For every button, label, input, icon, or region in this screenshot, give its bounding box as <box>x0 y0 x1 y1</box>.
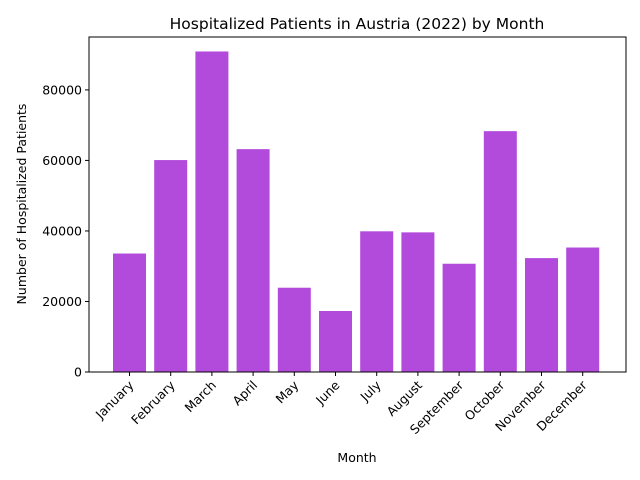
x-tick-label-april: April <box>229 378 260 409</box>
y-tick-label-40000: 40000 <box>42 223 82 238</box>
bars-group <box>113 51 600 373</box>
y-tick-label-20000: 20000 <box>42 294 82 309</box>
bar-january <box>113 253 146 372</box>
y-axis-label: Number of Hospitalized Patients <box>14 104 29 305</box>
x-tick-label-february: February <box>128 377 178 427</box>
y-axis: 0 20000 40000 60000 80000 <box>42 82 89 380</box>
bar-june <box>319 310 352 372</box>
bar-february <box>154 160 188 372</box>
x-tick-label-march: March <box>181 378 219 416</box>
bar-july <box>360 231 394 372</box>
x-tick-label-may: May <box>273 377 302 406</box>
y-tick-label-60000: 60000 <box>42 153 82 168</box>
plot-frame <box>88 36 627 373</box>
bar-august <box>401 232 435 372</box>
bar-november <box>525 258 558 372</box>
x-axis-label: Month <box>337 450 376 465</box>
y-tick-label-0: 0 <box>74 365 82 380</box>
y-tick-label-80000: 80000 <box>42 82 82 97</box>
bar-march <box>195 51 229 373</box>
bar-september <box>442 263 476 372</box>
bar-april <box>236 149 270 372</box>
bar-october <box>483 131 517 372</box>
x-tick-label-august: August <box>383 377 425 419</box>
bar-may <box>277 287 311 372</box>
x-tick-label-june: June <box>312 377 343 408</box>
bar-december <box>566 247 600 372</box>
chart-title: Hospitalized Patients in Austria (2022) … <box>170 15 545 33</box>
x-tick-label-july: July <box>357 377 385 405</box>
